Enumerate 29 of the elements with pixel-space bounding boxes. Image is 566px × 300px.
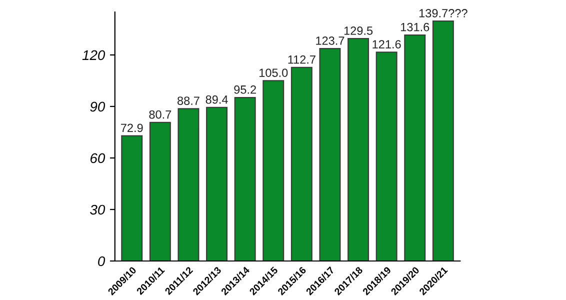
data-label: 123.7 <box>316 36 344 45</box>
bar <box>319 48 341 261</box>
bar <box>206 106 228 261</box>
y-tick-label: 0 <box>98 256 106 266</box>
data-label: 88.7 <box>178 96 200 105</box>
data-label: 95.2 <box>234 85 256 94</box>
bar <box>432 20 454 261</box>
data-label: 121.6 <box>372 40 401 48</box>
bar <box>348 38 370 261</box>
data-label: 89.4 <box>206 95 228 104</box>
y-tick-label: 120 <box>82 50 106 60</box>
data-label: 105.0 <box>260 68 288 77</box>
bar <box>178 108 200 261</box>
bar <box>404 34 426 261</box>
bar <box>262 80 284 261</box>
y-tick-label: 90 <box>90 102 106 112</box>
data-label: 129.5 <box>344 26 373 35</box>
data-label: 112.7 <box>288 55 316 64</box>
data-label: 131.6 <box>401 22 430 32</box>
data-label: 80.7 <box>149 110 172 119</box>
bar <box>290 66 312 261</box>
y-tick-label: 60 <box>90 153 106 164</box>
bar <box>376 52 398 261</box>
bar <box>234 96 256 261</box>
data-label: 139.7??? <box>419 9 468 18</box>
y-tick-label: 30 <box>90 204 106 215</box>
bar <box>149 122 171 261</box>
bar <box>121 135 143 261</box>
data-label: 72.9 <box>120 124 143 132</box>
